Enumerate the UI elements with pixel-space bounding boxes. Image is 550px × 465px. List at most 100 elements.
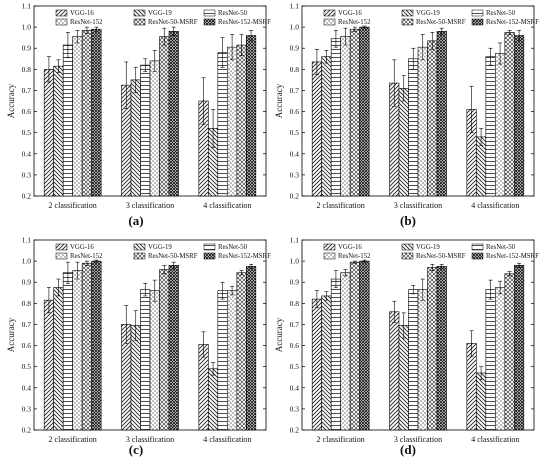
legend-label: ResNet-152-MSRF (486, 253, 539, 260)
legend-swatch (55, 243, 68, 251)
y-tick-label: 0.5 (290, 362, 300, 371)
legend-label: VGG-16 (70, 10, 94, 17)
bar-resnet-50-msrf-3class (427, 40, 438, 197)
legend-swatch (401, 9, 414, 17)
bar-vgg-16-2class (43, 69, 54, 197)
bar-resnet-50-msrf-3class (427, 267, 438, 431)
bar-resnet-50-msrf-2class (349, 261, 360, 431)
y-tick-label: 0.7 (290, 320, 300, 329)
y-tick-label: 0.6 (290, 341, 300, 350)
bar-resnet-152-msrf-2class (91, 260, 102, 431)
bar-resnet-50-msrf-4class (504, 273, 515, 431)
y-tick-label: 0.2 (22, 426, 32, 435)
legend-swatch (203, 243, 216, 251)
bar-resnet-152-msrf-3class (168, 31, 179, 197)
bar-resnet-50-3class (140, 64, 151, 197)
bar-resnet-152-msrf-4class (246, 266, 257, 431)
legend-swatch (323, 252, 336, 260)
bar-resnet-152-2class (72, 36, 83, 197)
y-axis-label: Accuracy (6, 317, 16, 352)
bar-vgg-19-2class (53, 287, 64, 431)
legend-label: ResNet-152-MSRF (218, 19, 271, 26)
legend-label: ResNet-152-MSRF (218, 253, 271, 260)
y-tick-label: 0.7 (290, 86, 300, 95)
bar-resnet-50-msrf-4class (236, 44, 247, 197)
bar-resnet-50-3class (408, 289, 419, 431)
y-tick-label: 0.9 (22, 278, 32, 287)
bar-resnet-152-msrf-3class (168, 265, 179, 431)
legend: VGG-16 VGG-19 ResNet-50 ResNet-152 ResNet-50… (55, 243, 271, 260)
legend-label: VGG-19 (148, 244, 172, 251)
bar-resnet-152-3class (417, 289, 428, 431)
legend-swatch (133, 252, 146, 260)
legend-label: ResNet-50-MSRF (416, 19, 466, 26)
bar-resnet-152-msrf-4class (514, 265, 525, 431)
legend-swatch (55, 252, 68, 260)
y-tick-label: 0.3 (290, 170, 300, 179)
bar-resnet-50-4class (485, 289, 496, 431)
legend-label: ResNet-50-MSRF (148, 253, 198, 260)
bar-resnet-50-4class (217, 290, 228, 431)
legend-swatch (323, 18, 336, 26)
y-tick-label: 1.0 (22, 257, 32, 266)
legend: VGG-16 VGG-19 ResNet-50 ResNet-152 ResNet-50… (323, 9, 539, 26)
legend-label: ResNet-152 (70, 19, 103, 26)
y-tick-label: 0.3 (290, 404, 300, 413)
y-tick-label: 1.0 (22, 23, 32, 32)
y-tick-label: 0.9 (290, 278, 300, 287)
y-tick-label: 0.8 (290, 299, 300, 308)
bar-resnet-50-2class (330, 278, 341, 431)
y-tick-label: 0.2 (290, 426, 300, 435)
panel-label: (a) (128, 213, 143, 228)
y-tick-label: 0.9 (22, 44, 32, 53)
x-tick-label: 4 classification (203, 435, 251, 444)
x-tick-label: 2 classification (317, 201, 365, 210)
y-tick-label: 0.8 (22, 299, 32, 308)
legend-label: ResNet-152 (338, 19, 371, 26)
y-axis-label: Accuracy (274, 83, 284, 118)
bar-resnet-152-msrf-2class (359, 26, 370, 197)
bar-resnet-50-3class (140, 289, 151, 431)
y-tick-label: 1.1 (290, 2, 300, 11)
bar-vgg-19-3class (130, 79, 141, 197)
bar-vgg-19-4class (476, 136, 487, 197)
panel-a: 0.2 0.3 0.4 0.5 0.6 0.7 0.8 0.9 1.0 1.1 Accuracy 2 … (6, 2, 271, 229)
bar-vgg-19-3class (398, 88, 409, 197)
panel-label: (b) (400, 213, 416, 228)
legend-label: VGG-16 (70, 244, 94, 251)
bar-resnet-152-3class (149, 60, 160, 197)
legend-swatch (133, 18, 146, 26)
y-axis-label: Accuracy (274, 317, 284, 352)
legend-label: ResNet-152-MSRF (486, 19, 539, 26)
y-tick-label: 0.5 (290, 128, 300, 137)
x-tick-label: 4 classification (203, 201, 251, 210)
legend-label: VGG-16 (338, 244, 362, 251)
bar-vgg-19-2class (321, 56, 332, 197)
y-tick-label: 0.8 (22, 65, 32, 74)
bar-resnet-50-msrf-3class (159, 36, 170, 197)
y-tick-label: 0.2 (290, 192, 300, 201)
legend-swatch (55, 18, 68, 26)
bar-vgg-19-4class (208, 368, 219, 431)
panel-label: (c) (129, 442, 143, 457)
x-tick-label: 3 classification (394, 435, 442, 444)
x-tick-label: 3 classification (126, 201, 174, 210)
legend-label: VGG-19 (416, 244, 440, 251)
x-tick-label: 3 classification (394, 201, 442, 210)
legend-swatch (203, 18, 216, 26)
bar-vgg-16-2class (311, 298, 322, 431)
legend-label: ResNet-50-MSRF (148, 19, 198, 26)
y-tick-label: 1.1 (22, 2, 32, 11)
y-axis-label: Accuracy (6, 83, 16, 118)
x-tick-label: 3 classification (126, 435, 174, 444)
legend-swatch (471, 243, 484, 251)
y-tick-label: 0.3 (22, 404, 32, 413)
legend-swatch (401, 252, 414, 260)
legend-swatch (133, 243, 146, 251)
legend-swatch (471, 18, 484, 26)
legend-label: ResNet-50 (486, 244, 516, 251)
panel-c: 0.2 0.3 0.4 0.5 0.6 0.7 0.8 0.9 1.0 1.1 Accuracy 2 … (6, 236, 271, 458)
bar-vgg-19-2class (53, 65, 64, 197)
y-tick-label: 0.4 (290, 383, 300, 392)
